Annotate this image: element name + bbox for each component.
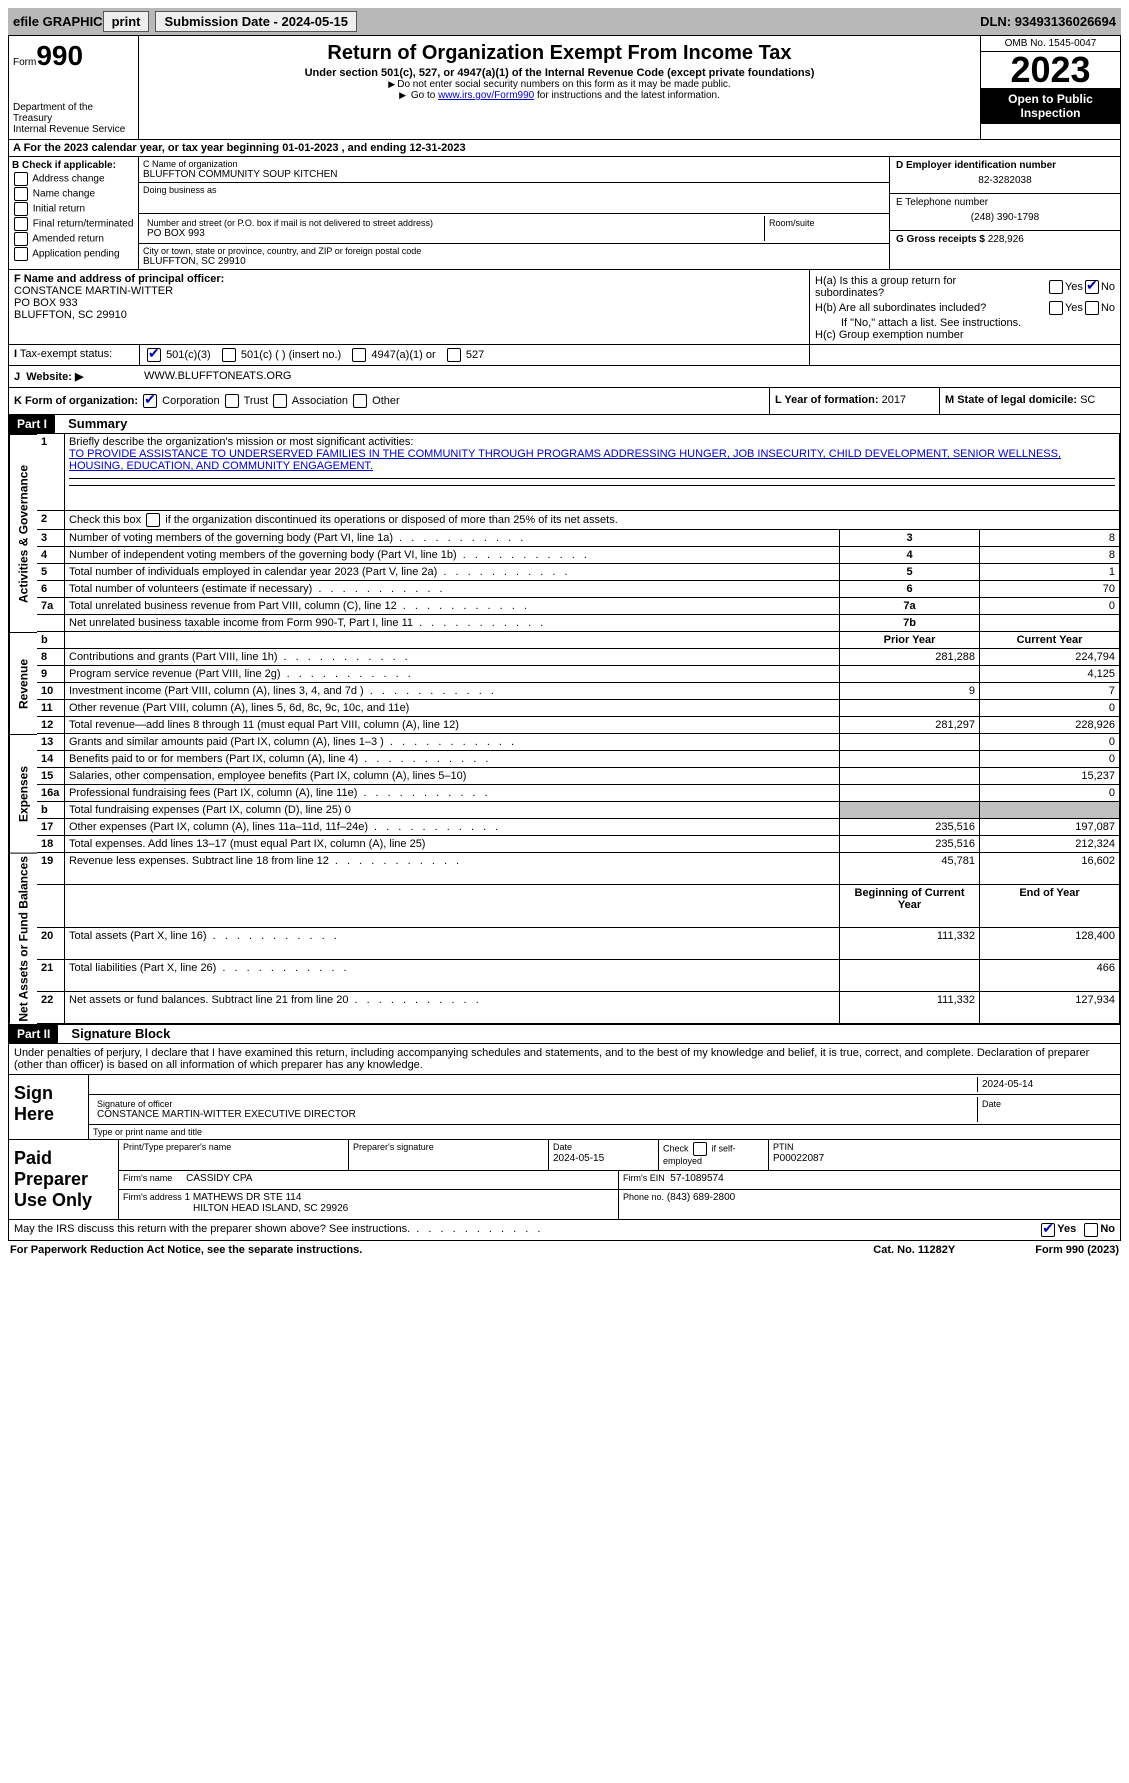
sign-date: 2024-05-14 <box>982 1079 1033 1090</box>
part1-header: Part I Summary <box>8 415 1121 434</box>
header-center: Return of Organization Exempt From Incom… <box>139 36 980 139</box>
ptin: P00022087 <box>773 1153 824 1164</box>
org-name: BLUFFTON COMMUNITY SOUP KITCHEN <box>143 169 885 180</box>
corp-checkbox[interactable] <box>143 394 157 408</box>
501c3-checkbox[interactable] <box>147 348 161 362</box>
discontinued-checkbox[interactable] <box>146 513 160 527</box>
topbar: efile GRAPHIC print Submission Date - 20… <box>8 8 1121 35</box>
box-c: C Name of organization BLUFFTON COMMUNIT… <box>139 157 890 269</box>
self-employed-checkbox[interactable] <box>693 1142 707 1156</box>
assoc-checkbox[interactable] <box>273 394 287 408</box>
firm-ein: 57-1089574 <box>670 1173 723 1184</box>
org-address: PO BOX 993 <box>147 228 760 239</box>
name-change-checkbox[interactable] <box>14 187 28 201</box>
side-governance: Activities & Governance <box>9 434 37 632</box>
discuss-no-checkbox[interactable] <box>1084 1223 1098 1237</box>
row-klm: K Form of organization: Corporation Trus… <box>8 388 1121 415</box>
firm-name: CASSIDY CPA <box>186 1173 252 1184</box>
addr-change-checkbox[interactable] <box>14 172 28 186</box>
preparer-date: 2024-05-15 <box>553 1153 604 1164</box>
org-city: BLUFFTON, SC 29910 <box>143 256 885 267</box>
box-deg: D Employer identification number 82-3282… <box>890 157 1120 269</box>
amended-return-checkbox[interactable] <box>14 232 28 246</box>
final-return-checkbox[interactable] <box>14 217 28 231</box>
submission-date: Submission Date - 2024-05-15 <box>155 11 357 32</box>
gross-receipts: 228,926 <box>988 234 1024 245</box>
declaration: Under penalties of perjury, I declare th… <box>8 1044 1121 1075</box>
side-expenses: Expenses <box>9 734 37 853</box>
side-revenue: Revenue <box>9 632 37 734</box>
block-bcdefg: B Check if applicable: Address change Na… <box>8 157 1121 270</box>
state-domicile: SC <box>1080 394 1095 406</box>
other-checkbox[interactable] <box>353 394 367 408</box>
527-checkbox[interactable] <box>447 348 461 362</box>
footer: For Paperwork Reduction Act Notice, see … <box>8 1241 1121 1259</box>
dept-label: Department of the Treasury Internal Reve… <box>13 102 134 135</box>
sign-here-block: Sign Here 2024-05-14 Signature of office… <box>8 1075 1121 1140</box>
form-number-box: Form990 Department of the Treasury Inter… <box>9 36 139 139</box>
ha-no-checkbox[interactable] <box>1085 280 1099 294</box>
row-website: J Website: ▶ WWW.BLUFFTONEATS.ORG <box>8 366 1121 388</box>
year-formation: 2017 <box>882 394 906 406</box>
application-pending-checkbox[interactable] <box>14 247 28 261</box>
paid-preparer-block: Paid Preparer Use Only Print/Type prepar… <box>8 1140 1121 1220</box>
mission-text: TO PROVIDE ASSISTANCE TO UNDERSERVED FAM… <box>69 448 1061 472</box>
efile-label: efile GRAPHIC <box>13 14 103 29</box>
firm-addr: 1 MATHEWS DR STE 114 <box>185 1192 302 1203</box>
summary-table: Activities & Governance 1 Briefly descri… <box>8 434 1121 1025</box>
row-i-j: I Tax-exempt status: 501(c)(3) 501(c) ( … <box>8 345 1121 366</box>
tax-exempt-label: I <box>14 348 17 360</box>
side-netassets: Net Assets or Fund Balances <box>9 853 37 1024</box>
initial-return-checkbox[interactable] <box>14 202 28 216</box>
hb-no-checkbox[interactable] <box>1085 301 1099 315</box>
ha-yes-checkbox[interactable] <box>1049 280 1063 294</box>
501c-checkbox[interactable] <box>222 348 236 362</box>
row-a-period: A For the 2023 calendar year, or tax yea… <box>8 140 1121 157</box>
row-f-h: F Name and address of principal officer:… <box>8 270 1121 345</box>
officer-sig-name: CONSTANCE MARTIN-WITTER EXECUTIVE DIRECT… <box>97 1109 973 1120</box>
open-to-public: Open to Public Inspection <box>981 88 1120 124</box>
discuss-row: May the IRS discuss this return with the… <box>8 1220 1121 1241</box>
trust-checkbox[interactable] <box>225 394 239 408</box>
dln: DLN: 93493136026694 <box>980 14 1116 29</box>
form-title: Return of Organization Exempt From Incom… <box>143 42 976 65</box>
phone: (248) 390-1798 <box>896 208 1114 227</box>
hb-yes-checkbox[interactable] <box>1049 301 1063 315</box>
discuss-yes-checkbox[interactable] <box>1041 1223 1055 1237</box>
box-b: B Check if applicable: Address change Na… <box>9 157 139 269</box>
website: WWW.BLUFFTONEATS.ORG <box>139 366 296 387</box>
irs-link[interactable]: www.irs.gov/Form990 <box>438 90 534 101</box>
part2-header: Part II Signature Block <box>8 1025 1121 1044</box>
header-right: OMB No. 1545-0047 2023 Open to Public In… <box>980 36 1120 139</box>
print-button[interactable]: print <box>103 11 150 32</box>
firm-phone: (843) 689-2800 <box>667 1192 735 1203</box>
ein: 82-3282038 <box>896 171 1114 190</box>
officer-name: CONSTANCE MARTIN-WITTER <box>14 285 173 297</box>
4947-checkbox[interactable] <box>352 348 366 362</box>
tax-year: 2023 <box>981 52 1120 88</box>
form-header: Form990 Department of the Treasury Inter… <box>8 35 1121 140</box>
